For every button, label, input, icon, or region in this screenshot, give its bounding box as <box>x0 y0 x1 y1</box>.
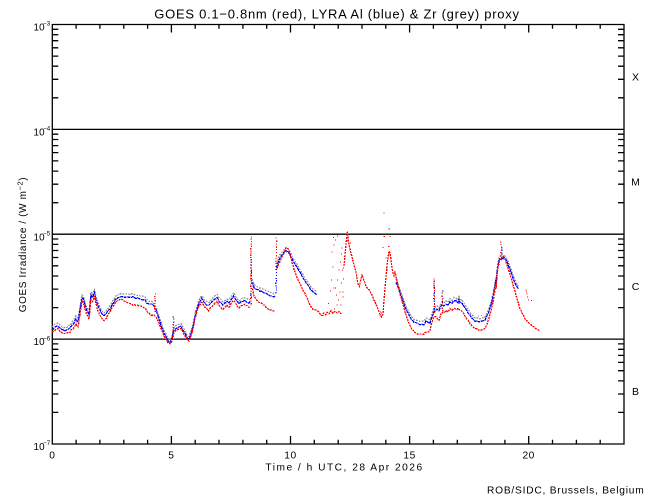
svg-text:15: 15 <box>403 450 415 461</box>
svg-text:10: 10 <box>33 337 45 348</box>
svg-text:C: C <box>632 281 640 293</box>
svg-text:10: 10 <box>33 442 45 453</box>
svg-text:−3: −3 <box>43 21 51 28</box>
svg-text:ROB/SIDC, Brussels, Belgium: ROB/SIDC, Brussels, Belgium <box>487 485 645 496</box>
svg-text:B: B <box>632 386 639 398</box>
svg-text:5: 5 <box>168 450 174 461</box>
svg-text:10: 10 <box>33 128 45 139</box>
svg-text:−6: −6 <box>43 335 51 342</box>
svg-text:10: 10 <box>284 450 296 461</box>
svg-text:−5: −5 <box>43 230 51 237</box>
svg-text:−4: −4 <box>43 126 51 133</box>
svg-text:0: 0 <box>49 450 55 461</box>
svg-text:10: 10 <box>33 232 45 243</box>
svg-text:GOES 0.1−0.8nm (red), LYRA Al: GOES 0.1−0.8nm (red), LYRA Al (blue) & Z… <box>154 6 519 21</box>
svg-text:GOES Irradiance / (W m−2): GOES Irradiance / (W m−2) <box>16 177 30 313</box>
svg-text:−7: −7 <box>43 440 51 447</box>
svg-text:X: X <box>632 71 639 83</box>
svg-text:Time / h UTC, 28 Apr 2026: Time / h UTC, 28 Apr 2026 <box>265 462 423 473</box>
svg-text:20: 20 <box>522 450 534 461</box>
svg-text:M: M <box>631 176 640 188</box>
svg-text:10: 10 <box>33 23 45 34</box>
